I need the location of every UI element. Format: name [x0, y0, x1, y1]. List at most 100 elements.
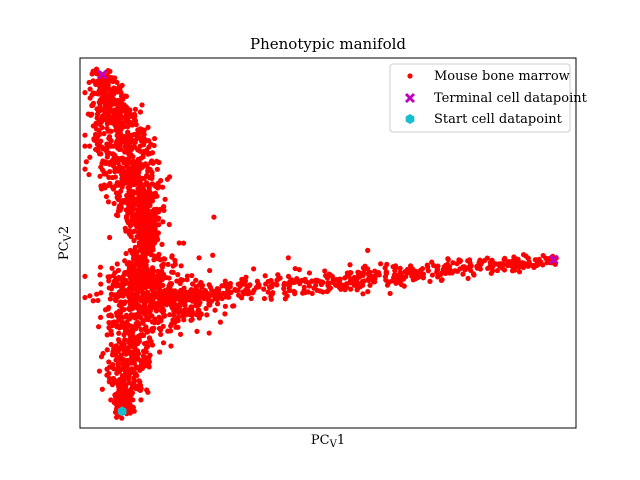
scatter-point-mouse-bone-marrow [144, 309, 150, 315]
scatter-point-mouse-bone-marrow [324, 288, 330, 295]
scatter-point-mouse-bone-marrow [206, 330, 212, 336]
scatter-point-mouse-bone-marrow [82, 294, 88, 301]
scatter-point-mouse-bone-marrow [82, 143, 88, 149]
scatter-point-mouse-bone-marrow [306, 270, 313, 276]
scatter-point-mouse-bone-marrow [149, 231, 155, 237]
scatter-point-mouse-bone-marrow [439, 270, 445, 276]
scatter-point-mouse-bone-marrow [115, 345, 121, 352]
scatter-point-mouse-bone-marrow [127, 183, 133, 189]
scatter-point-mouse-bone-marrow [176, 240, 182, 246]
scatter-point-mouse-bone-marrow [164, 296, 170, 303]
scatter-point-mouse-bone-marrow [130, 293, 136, 299]
scatter-point-mouse-bone-marrow [111, 346, 117, 352]
scatter-point-mouse-bone-marrow [237, 280, 244, 287]
scatter-point-mouse-bone-marrow [173, 324, 179, 330]
scatter-point-mouse-bone-marrow [411, 275, 417, 281]
scatter-point-mouse-bone-marrow [477, 257, 483, 263]
scatter-point-mouse-bone-marrow [128, 199, 135, 205]
scatter-point-mouse-bone-marrow [136, 305, 142, 311]
scatter-point-mouse-bone-marrow [214, 294, 220, 300]
scatter-point-mouse-bone-marrow [196, 255, 202, 261]
scatter-point-mouse-bone-marrow [87, 86, 93, 92]
scatter-point-mouse-bone-marrow [132, 345, 138, 351]
scatter-point-mouse-bone-marrow [265, 289, 271, 295]
scatter-point-mouse-bone-marrow [219, 295, 225, 302]
scatter-point-mouse-bone-marrow [97, 101, 103, 107]
scatter-point-mouse-bone-marrow [134, 201, 141, 207]
scatter-point-mouse-bone-marrow [103, 193, 110, 200]
scatter-point-mouse-bone-marrow [525, 261, 531, 267]
scatter-point-mouse-bone-marrow [113, 352, 119, 359]
scatter-point-mouse-bone-marrow [118, 132, 124, 138]
scatter-point-mouse-bone-marrow [180, 240, 187, 246]
scatter-point-mouse-bone-marrow [355, 273, 361, 279]
scatter-point-mouse-bone-marrow [165, 328, 171, 334]
scatter-point-mouse-bone-marrow [261, 286, 267, 292]
scatter-point-mouse-bone-marrow [107, 296, 113, 302]
scatter-point-mouse-bone-marrow [128, 120, 134, 126]
scatter-point-mouse-bone-marrow [110, 78, 116, 85]
scatter-point-mouse-bone-marrow [149, 175, 155, 182]
scatter-point-mouse-bone-marrow [160, 219, 166, 225]
scatter-point-mouse-bone-marrow [94, 141, 100, 147]
scatter-point-mouse-bone-marrow [90, 123, 96, 129]
scatter-point-mouse-bone-marrow [141, 254, 147, 260]
scatter-point-mouse-bone-marrow [129, 327, 135, 333]
scatter-point-mouse-bone-marrow [147, 189, 153, 196]
scatter-point-mouse-bone-marrow [205, 297, 212, 303]
legend: Mouse bone marrow Terminal cell datapoin… [389, 63, 588, 133]
scatter-point-mouse-bone-marrow [122, 299, 128, 305]
scatter-point-mouse-bone-marrow [189, 272, 195, 279]
scatter-point-mouse-bone-marrow [134, 196, 140, 202]
scatter-point-mouse-bone-marrow [131, 360, 137, 366]
scatter-point-mouse-bone-marrow [157, 206, 163, 213]
scatter-point-mouse-bone-marrow [131, 238, 137, 244]
scatter-point-mouse-bone-marrow [160, 261, 167, 267]
scatter-point-mouse-bone-marrow [119, 182, 125, 188]
scatter-point-mouse-bone-marrow [281, 285, 287, 292]
scatter-point-mouse-bone-marrow [341, 282, 347, 288]
scatter-point-mouse-bone-marrow [106, 359, 112, 365]
scatter-point-mouse-bone-marrow [149, 169, 155, 175]
scatter-point-mouse-bone-marrow [139, 102, 145, 108]
scatter-point-mouse-bone-marrow [501, 261, 507, 268]
scatter-point-mouse-bone-marrow [94, 106, 100, 112]
scatter-point-mouse-bone-marrow [162, 196, 168, 202]
scatter-point-mouse-bone-marrow [193, 285, 199, 292]
scatter-point-mouse-bone-marrow [342, 287, 348, 293]
scatter-point-mouse-bone-marrow [169, 269, 175, 275]
scatter-point-mouse-bone-marrow [136, 382, 142, 389]
scatter-point-mouse-bone-marrow [114, 179, 120, 186]
scatter-point-mouse-bone-marrow [153, 303, 160, 310]
scatter-point-mouse-bone-marrow [123, 207, 129, 213]
scatter-point-mouse-bone-marrow [448, 268, 454, 274]
scatter-point-mouse-bone-marrow [203, 305, 209, 312]
scatter-point-mouse-bone-marrow [139, 126, 145, 133]
scatter-point-mouse-bone-marrow [194, 328, 200, 334]
scatter-point-mouse-bone-marrow [124, 288, 130, 294]
scatter-point-mouse-bone-marrow [540, 252, 546, 259]
scatter-point-mouse-bone-marrow [129, 250, 135, 256]
scatter-point-mouse-bone-marrow [122, 258, 128, 264]
scatter-point-mouse-bone-marrow [160, 282, 166, 289]
scatter-point-mouse-bone-marrow [110, 362, 116, 368]
scatter-point-mouse-bone-marrow [144, 250, 150, 256]
scatter-point-mouse-bone-marrow [187, 311, 193, 318]
scatter-point-mouse-bone-marrow [277, 275, 283, 281]
scatter-point-mouse-bone-marrow [105, 111, 111, 117]
scatter-point-mouse-bone-marrow [138, 397, 144, 403]
scatter-point-mouse-bone-marrow [145, 168, 151, 174]
scatter-point-mouse-bone-marrow [116, 393, 122, 399]
scatter-point-mouse-bone-marrow [157, 327, 164, 333]
scatter-point-mouse-bone-marrow [143, 349, 149, 355]
scatter-point-mouse-bone-marrow [145, 124, 151, 130]
scatter-point-mouse-bone-marrow [132, 179, 138, 185]
scatter-point-mouse-bone-marrow [251, 266, 257, 272]
scatter-point-mouse-bone-marrow [110, 186, 117, 192]
scatter-point-mouse-bone-marrow [197, 310, 203, 316]
scatter-point-mouse-bone-marrow [105, 144, 111, 150]
scatter-point-mouse-bone-marrow [95, 91, 101, 97]
scatter-point-mouse-bone-marrow [419, 266, 426, 272]
scatter-point-mouse-bone-marrow [133, 261, 139, 267]
scatter-point-mouse-bone-marrow [155, 291, 162, 297]
